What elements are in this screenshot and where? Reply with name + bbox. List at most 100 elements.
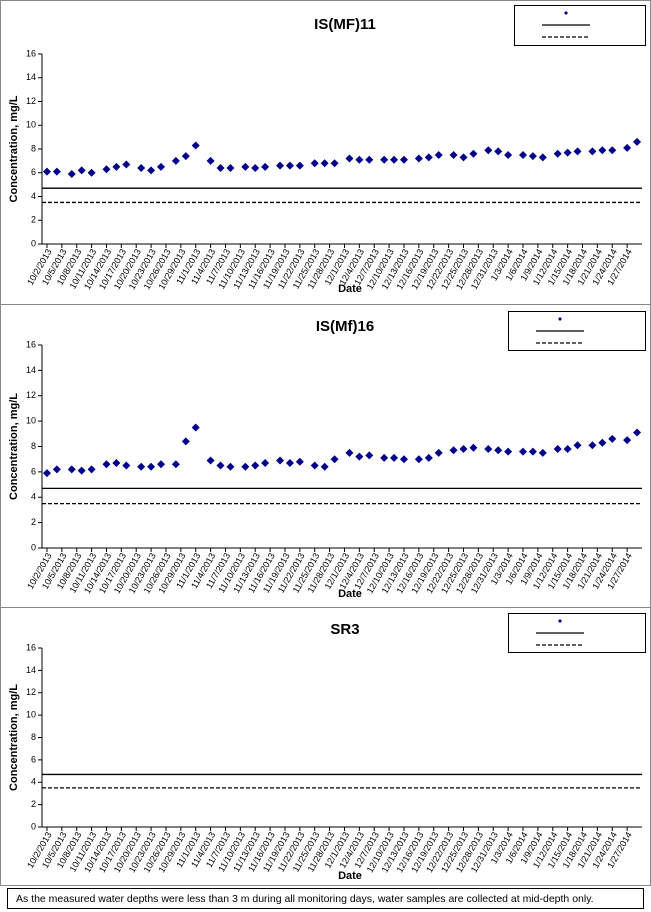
point	[137, 462, 146, 471]
point	[424, 153, 433, 162]
y-tick-label: 12	[26, 96, 36, 106]
point	[459, 153, 468, 162]
point	[285, 161, 294, 170]
point	[206, 156, 215, 165]
point	[191, 423, 200, 432]
footnote-box	[7, 888, 644, 909]
point	[77, 166, 86, 175]
point	[52, 167, 61, 176]
point	[563, 148, 572, 157]
point	[504, 150, 513, 159]
point	[518, 150, 527, 159]
point	[261, 458, 270, 467]
point	[77, 466, 86, 475]
point	[518, 447, 527, 456]
point	[320, 159, 329, 168]
point	[345, 154, 354, 163]
point	[295, 457, 304, 466]
point	[380, 155, 389, 164]
point	[181, 437, 190, 446]
point	[285, 458, 294, 467]
point	[87, 465, 96, 474]
point	[112, 162, 121, 171]
y-tick-label: 4	[31, 191, 36, 201]
point	[330, 159, 339, 168]
point	[67, 465, 76, 474]
point	[633, 428, 642, 437]
point	[216, 164, 225, 172]
y-tick-label: 16	[26, 642, 36, 652]
point	[538, 153, 547, 162]
y-tick-label: 8	[31, 441, 36, 451]
y-axis-title: Concentration, mg/L	[8, 393, 20, 500]
point	[553, 149, 562, 158]
point	[414, 455, 423, 464]
y-tick-label: 8	[31, 143, 36, 153]
y-tick-label: 16	[26, 48, 36, 58]
y-tick-label: 16	[26, 339, 36, 349]
point	[414, 154, 423, 163]
point	[122, 160, 131, 169]
point	[67, 169, 76, 178]
point	[157, 162, 166, 171]
chart-title: SR3	[330, 621, 359, 638]
y-tick-label: 6	[31, 754, 36, 764]
frame	[0, 0, 651, 886]
footnote: As the measured water depths were less t…	[16, 893, 594, 905]
point	[553, 445, 562, 454]
point	[345, 448, 354, 457]
point	[538, 448, 547, 457]
point	[355, 452, 364, 461]
y-tick-label: 0	[31, 238, 36, 248]
y-axis-title: Concentration, mg/L	[8, 684, 20, 791]
point	[469, 149, 478, 158]
point	[434, 150, 443, 159]
point	[390, 155, 399, 164]
point	[191, 141, 200, 150]
point	[122, 461, 131, 470]
y-tick-label: 10	[26, 120, 36, 130]
y-tick-label: 8	[31, 732, 36, 742]
point	[390, 453, 399, 462]
point	[42, 167, 51, 176]
point	[261, 162, 270, 171]
y-tick-label: 0	[31, 542, 36, 552]
point	[504, 447, 513, 456]
point	[608, 146, 617, 155]
point	[251, 461, 260, 470]
y-tick-label: 12	[26, 390, 36, 400]
point	[563, 445, 572, 454]
x-axis-title: Date	[338, 870, 362, 882]
y-tick-label: 6	[31, 167, 36, 177]
point	[216, 461, 225, 470]
point	[102, 165, 111, 174]
point	[42, 469, 51, 478]
y-tick-label: 2	[31, 215, 36, 225]
point	[87, 168, 96, 177]
point	[469, 443, 478, 452]
point	[494, 446, 503, 455]
point	[251, 164, 260, 172]
point	[226, 164, 235, 172]
point	[623, 143, 632, 152]
point	[365, 155, 374, 164]
chart-title: IS(MF)11	[314, 16, 376, 33]
point	[276, 161, 285, 170]
y-tick-label: 2	[31, 517, 36, 527]
point	[137, 164, 146, 172]
point	[449, 446, 458, 455]
point	[399, 455, 408, 464]
point	[573, 441, 582, 450]
point	[588, 147, 597, 156]
legend-marker	[564, 11, 568, 15]
y-tick-label: 14	[26, 665, 36, 675]
point	[608, 434, 617, 443]
x-axis-title: Date	[338, 283, 362, 295]
point	[588, 441, 597, 450]
y-tick-label: 0	[31, 821, 36, 831]
point	[449, 150, 458, 159]
point	[241, 162, 250, 171]
point	[330, 455, 339, 464]
point	[157, 460, 166, 469]
